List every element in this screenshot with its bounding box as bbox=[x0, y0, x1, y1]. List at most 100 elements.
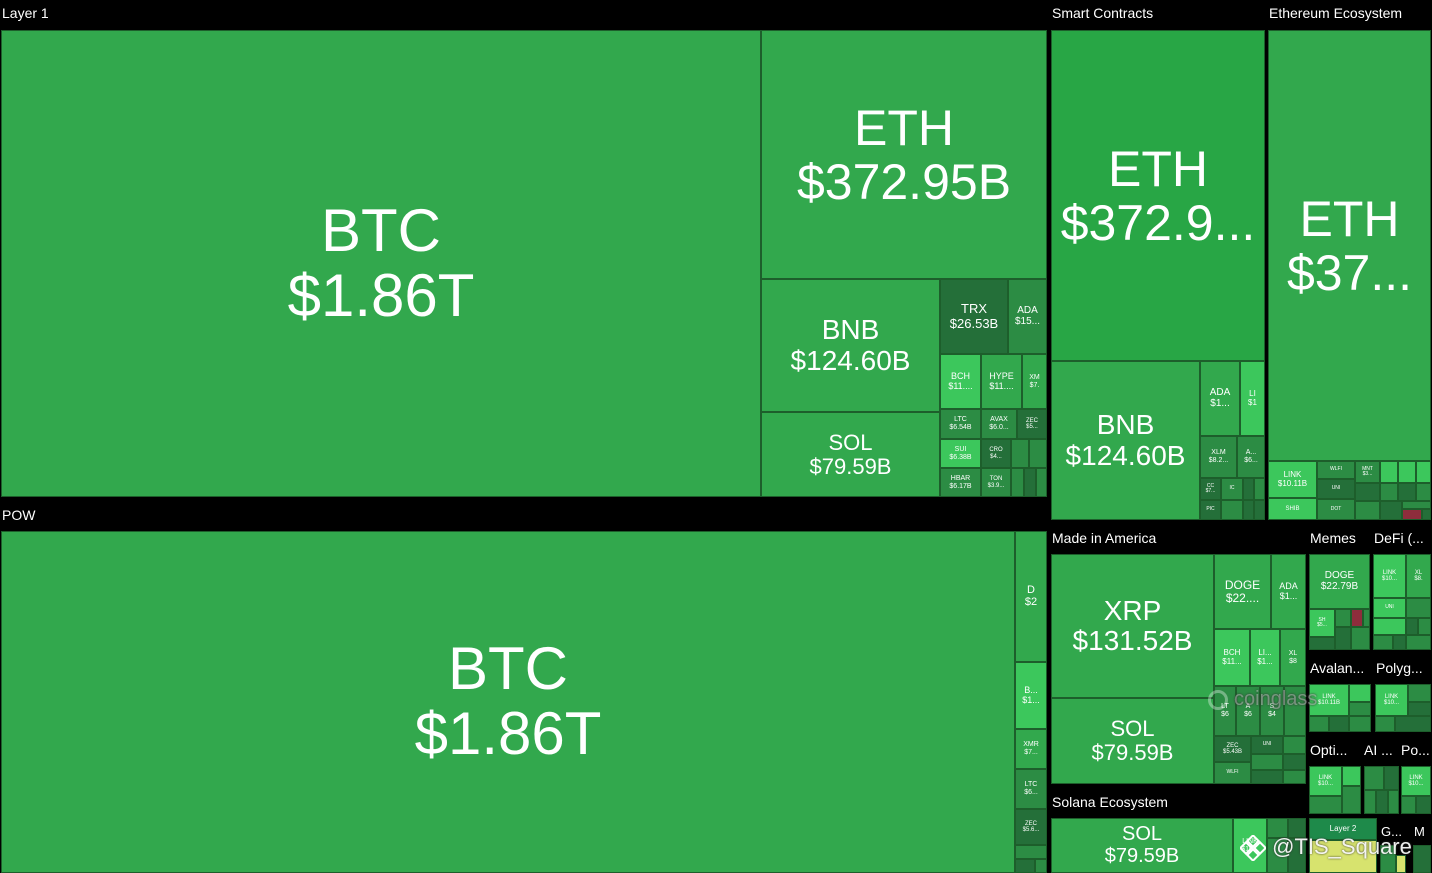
tile-layer1-sol[interactable]: SOL $79.59B bbox=[761, 412, 940, 497]
tile-ethereum-small-2[interactable] bbox=[1398, 461, 1416, 483]
section-header-made-in-america[interactable]: Made in America bbox=[1052, 530, 1157, 546]
tile-layer1-hbar[interactable]: HBAR $6.17B bbox=[940, 468, 981, 497]
tile-ethereum-small-3[interactable] bbox=[1416, 461, 1431, 483]
tile-smart-small-3[interactable] bbox=[1221, 500, 1243, 520]
tile-memes-small-5[interactable] bbox=[1309, 637, 1335, 650]
tile-ethereum-small-1[interactable] bbox=[1380, 461, 1398, 483]
tile-layer1-cro[interactable]: CRO $4... bbox=[981, 439, 1011, 468]
tile-layer1-hype[interactable]: HYPE $11.... bbox=[981, 354, 1022, 409]
tile-solana-sol[interactable]: SOL $79.59B bbox=[1051, 818, 1233, 873]
tile-avalanche-small-2[interactable] bbox=[1349, 702, 1371, 716]
tile-optimism-small-3[interactable] bbox=[1309, 796, 1342, 814]
tile-defi-small-2[interactable] bbox=[1406, 598, 1431, 618]
tile-solana-small-2[interactable] bbox=[1288, 818, 1306, 838]
tile-smart-small-5[interactable] bbox=[1254, 500, 1265, 520]
tile-optimism-small-1[interactable] bbox=[1342, 766, 1361, 786]
tile-memes-doge[interactable]: DOGE $22.79B bbox=[1309, 554, 1370, 609]
section-header-solana-ecosystem[interactable]: Solana Ecosystem bbox=[1052, 794, 1168, 810]
tile-m-small-1[interactable] bbox=[1413, 845, 1431, 873]
tile-ethereum-wlfi[interactable]: WLFI bbox=[1317, 461, 1355, 479]
tile-layer1-small-2[interactable] bbox=[1029, 439, 1047, 468]
tile-america-s[interactable]: S $4 bbox=[1260, 686, 1284, 736]
tile-smart-a[interactable]: A... $6... bbox=[1237, 436, 1265, 478]
tile-ethereum-small-4[interactable] bbox=[1355, 483, 1380, 501]
tile-pow-bch[interactable]: B... $1... bbox=[1015, 662, 1047, 729]
tile-avalanche-link[interactable]: LINK $10.11B bbox=[1309, 684, 1349, 716]
tile-layer1-eth[interactable]: ETH $372.95B bbox=[761, 30, 1047, 279]
tile-america-small-6[interactable] bbox=[1283, 770, 1306, 784]
section-header-ai[interactable]: AI ... bbox=[1364, 742, 1393, 758]
tile-america-small-4[interactable] bbox=[1283, 754, 1306, 770]
tile-ethereum-dot[interactable]: DOT bbox=[1317, 499, 1355, 520]
tile-memes-small-2[interactable] bbox=[1363, 609, 1370, 627]
tile-ai-small-5[interactable] bbox=[1388, 790, 1399, 814]
tile-smart-ic[interactable]: IC bbox=[1221, 478, 1243, 500]
tile-memes-small-4[interactable] bbox=[1351, 627, 1370, 650]
tile-america-small-3[interactable] bbox=[1251, 754, 1283, 770]
tile-ai-small-3[interactable] bbox=[1364, 790, 1376, 814]
tile-america-doge[interactable]: DOGE $22.... bbox=[1214, 554, 1271, 629]
tile-solana-small-1[interactable] bbox=[1267, 818, 1288, 838]
tile-ethereum-link[interactable]: LINK $10.11B bbox=[1268, 461, 1317, 498]
tile-pow-xmr[interactable]: XMR $7... bbox=[1015, 729, 1047, 769]
tile-ethereum-shib[interactable]: SHIB bbox=[1268, 498, 1317, 520]
tile-layer-2[interactable]: Layer 2 bbox=[1309, 818, 1377, 840]
tile-powsmall-link[interactable]: LINK $10... bbox=[1401, 766, 1431, 796]
tile-layer1-xm[interactable]: XM $7. bbox=[1022, 354, 1047, 409]
tile-optimism-link[interactable]: LINK $10... bbox=[1309, 766, 1342, 796]
tile-avalanche-small-4[interactable] bbox=[1329, 716, 1349, 732]
tile-avalanche-small-1[interactable] bbox=[1349, 684, 1371, 702]
section-header-pow-small[interactable]: Po... bbox=[1401, 742, 1430, 758]
tile-america-small-2[interactable] bbox=[1283, 736, 1306, 754]
tile-ethereum-mnt[interactable]: MNT $3... bbox=[1355, 461, 1380, 483]
tile-ethereum-small-5[interactable] bbox=[1355, 501, 1380, 520]
tile-smart-li[interactable]: LI $1 bbox=[1240, 361, 1265, 436]
tile-ethereum-small-11[interactable] bbox=[1422, 509, 1431, 520]
tile-layer1-small-3[interactable] bbox=[1011, 468, 1024, 497]
tile-optimism-small-2[interactable] bbox=[1342, 786, 1361, 814]
section-header-pow[interactable]: POW bbox=[2, 507, 36, 523]
tile-smart-small-2[interactable] bbox=[1254, 478, 1265, 500]
tile-ai-small-1[interactable] bbox=[1364, 766, 1384, 790]
tile-defi-small-3[interactable] bbox=[1406, 618, 1418, 635]
section-header-memes[interactable]: Memes bbox=[1310, 530, 1356, 546]
tile-pow-small-1[interactable] bbox=[1015, 845, 1047, 859]
tile-smart-eth[interactable]: ETH $372.9... bbox=[1051, 30, 1265, 361]
tile-defi-small-4[interactable] bbox=[1418, 618, 1431, 635]
tile-smart-pic[interactable]: PIC bbox=[1200, 500, 1221, 520]
tile-america-xl[interactable]: XL $8 bbox=[1280, 629, 1306, 686]
section-header-ethereum-ecosystem[interactable]: Ethereum Ecosystem bbox=[1269, 5, 1403, 21]
tile-memes-small-3[interactable] bbox=[1335, 627, 1351, 650]
tile-ethereum-small-red[interactable] bbox=[1402, 509, 1422, 520]
tile-america-small-5[interactable] bbox=[1251, 770, 1283, 784]
tile-america-sol[interactable]: SOL $79.59B bbox=[1051, 698, 1214, 784]
tile-smart-small-4[interactable] bbox=[1243, 500, 1254, 520]
tile-layer1-zec[interactable]: ZEC $5... bbox=[1017, 409, 1047, 439]
tile-layer1-ltc[interactable]: LTC $6.54B bbox=[940, 409, 981, 439]
tile-america-zec[interactable]: ZEC $5.43B bbox=[1214, 736, 1251, 762]
tile-america-uni[interactable]: UNI bbox=[1251, 736, 1283, 754]
tile-layer1-btc[interactable]: BTC $1.86T bbox=[1, 30, 761, 497]
tile-layer1-small-4[interactable] bbox=[1024, 468, 1036, 497]
section-header-avalanche[interactable]: Avalan... bbox=[1310, 660, 1365, 676]
tile-defi-small-7[interactable] bbox=[1406, 635, 1431, 650]
tile-memes-sh[interactable]: SH $5... bbox=[1309, 609, 1335, 637]
section-header-defi[interactable]: DeFi (... bbox=[1374, 530, 1424, 546]
tile-layer2-yellow[interactable] bbox=[1309, 840, 1377, 873]
section-header-optimism[interactable]: Opti... bbox=[1310, 742, 1348, 758]
tile-america-bch[interactable]: BCH $11... bbox=[1214, 629, 1250, 686]
section-header-layer-1[interactable]: Layer 1 bbox=[2, 5, 49, 21]
tile-smart-ada[interactable]: ADA $1... bbox=[1200, 361, 1240, 436]
tile-defi-small-6[interactable] bbox=[1393, 635, 1406, 650]
tile-powsmall-small-1[interactable] bbox=[1401, 796, 1416, 814]
tile-pow-btc[interactable]: BTC $1.86T bbox=[1, 531, 1015, 873]
tile-pow-zec[interactable]: ZEC $5.6... bbox=[1015, 809, 1047, 845]
tile-pow-small-3[interactable] bbox=[1035, 859, 1047, 873]
tile-america-wlfi[interactable]: WLFI bbox=[1214, 762, 1251, 784]
tile-layer1-avax[interactable]: AVAX $6.0... bbox=[981, 409, 1017, 439]
tile-america-xrp[interactable]: XRP $131.52B bbox=[1051, 554, 1214, 698]
section-header-m[interactable]: M bbox=[1414, 824, 1425, 839]
tile-america-small-1[interactable] bbox=[1284, 686, 1306, 736]
tile-defi-link[interactable]: LINK $10... bbox=[1373, 554, 1406, 598]
section-header-gaming[interactable]: G... bbox=[1381, 824, 1402, 839]
